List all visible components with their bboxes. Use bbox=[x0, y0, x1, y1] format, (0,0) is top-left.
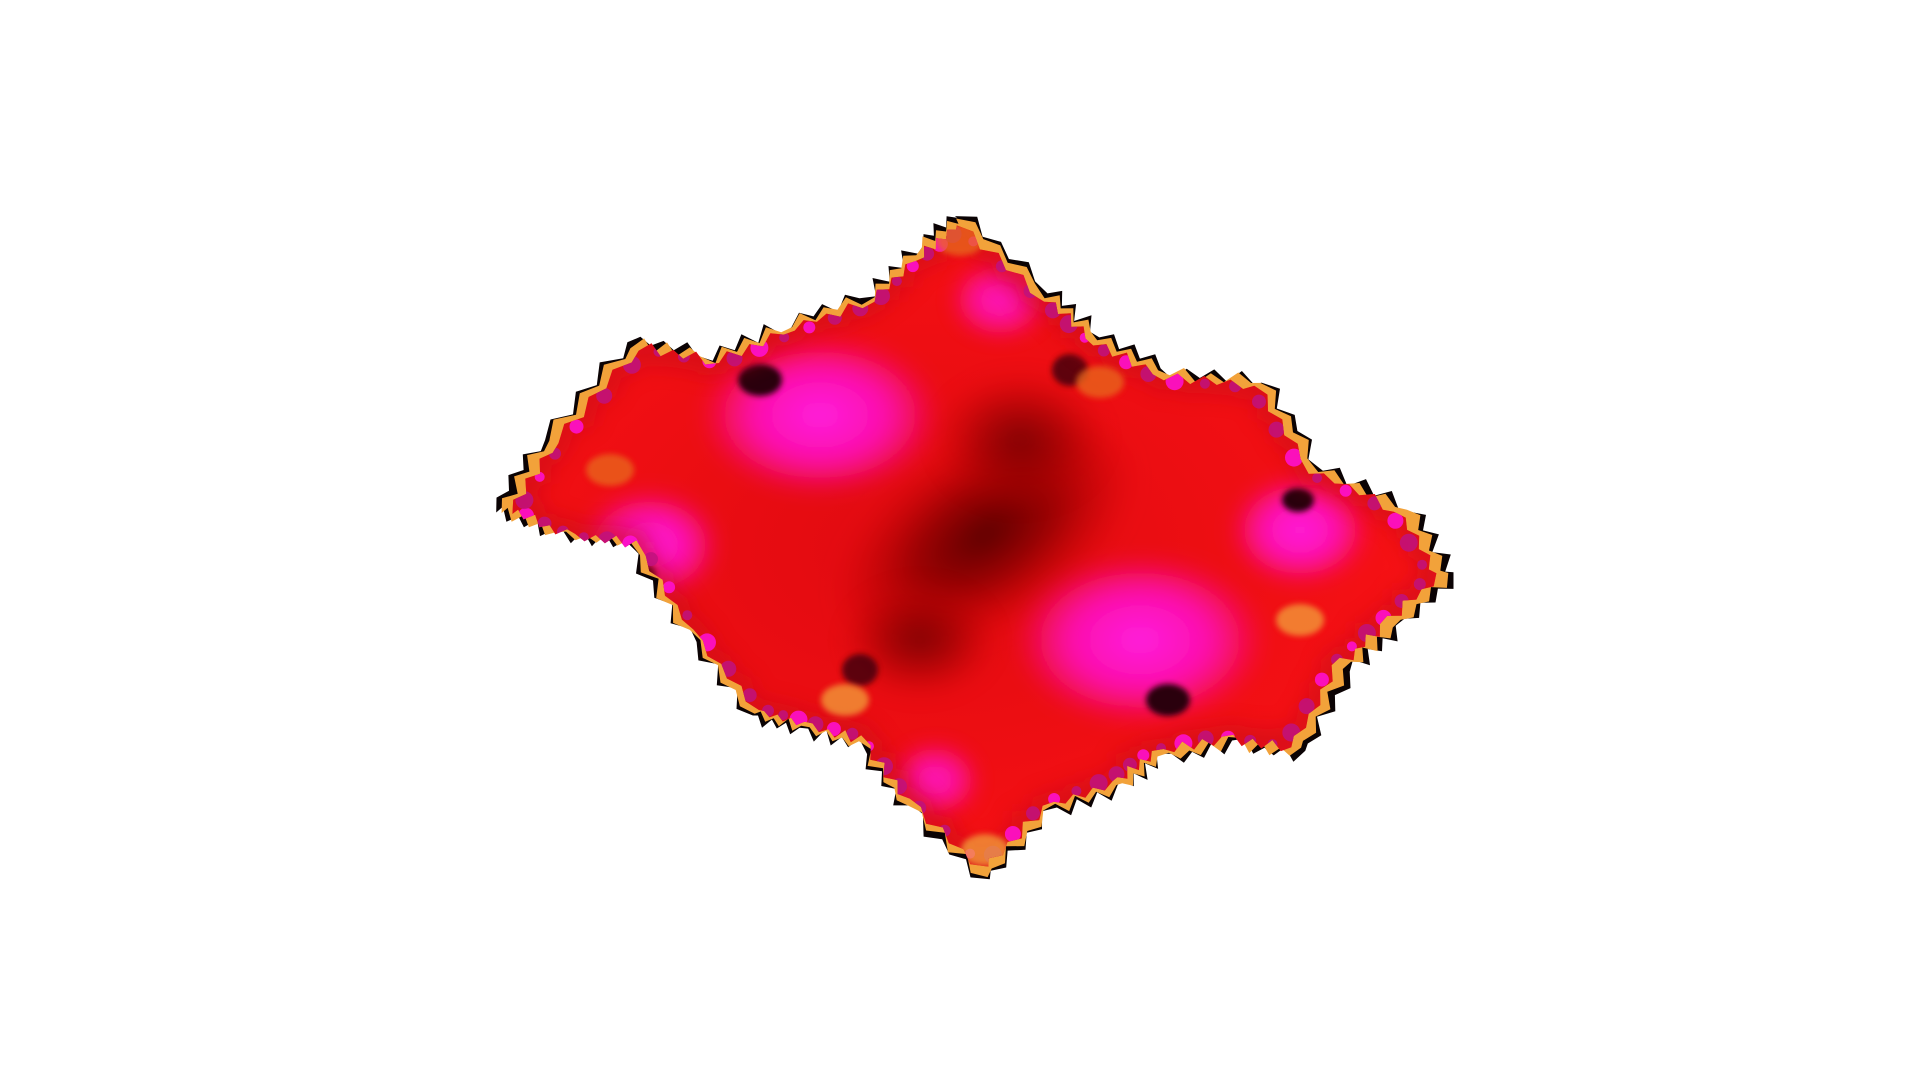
fractal-sparkle bbox=[936, 225, 984, 256]
fractal-bud bbox=[1298, 698, 1315, 715]
fractal-bud bbox=[778, 710, 789, 721]
fractal-bud bbox=[803, 321, 816, 334]
fractal-sparkle bbox=[586, 454, 634, 486]
fractal-sparkle bbox=[821, 684, 869, 716]
fractal-bud bbox=[1268, 421, 1285, 438]
fractal-bud bbox=[1339, 484, 1352, 497]
fractal-bud bbox=[846, 727, 859, 740]
fractal-bud bbox=[682, 610, 693, 621]
fractal-bud bbox=[1004, 826, 1021, 842]
fractal-bud bbox=[1137, 749, 1150, 762]
fractal-sparkle bbox=[1276, 604, 1324, 636]
fractal-bud bbox=[1413, 578, 1426, 591]
fractal-bud bbox=[1285, 448, 1303, 467]
fractal-bud bbox=[663, 581, 676, 594]
fractal-bud bbox=[779, 332, 790, 343]
fractal-bud bbox=[872, 287, 890, 305]
fractal-bud bbox=[644, 552, 658, 567]
fractal-bud bbox=[1097, 344, 1110, 357]
fractal-bud bbox=[1399, 533, 1418, 552]
fractal-bud bbox=[1314, 672, 1329, 687]
fractal-bud bbox=[578, 532, 589, 543]
fractal-bud bbox=[1252, 394, 1266, 409]
fractal-bud bbox=[1199, 378, 1210, 389]
fractal-bud bbox=[1417, 559, 1428, 570]
fractal-bud bbox=[906, 260, 919, 273]
fractal-interior bbox=[512, 225, 1437, 867]
fractal-bud bbox=[1312, 473, 1323, 483]
fractal-bud bbox=[1387, 512, 1404, 529]
fractal-bud bbox=[891, 276, 902, 287]
fractal-bud bbox=[1026, 806, 1040, 821]
fractal-bud bbox=[596, 387, 613, 404]
fractal-bud bbox=[742, 688, 757, 703]
fractal-bud bbox=[1048, 793, 1061, 805]
fractal-sparkle bbox=[1076, 366, 1124, 398]
fractal-bud bbox=[1089, 774, 1108, 793]
fractal-bud bbox=[1071, 786, 1082, 796]
fractal-bud bbox=[1346, 641, 1357, 652]
fractal-bud bbox=[569, 419, 584, 434]
